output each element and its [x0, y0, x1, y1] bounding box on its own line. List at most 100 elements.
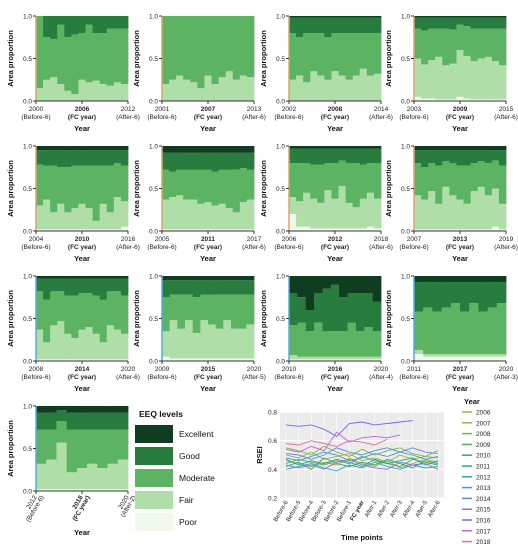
bar-moderate [450, 303, 461, 355]
legend-label-fair: Fair [179, 495, 194, 505]
bar-excellent [64, 276, 72, 279]
bar-good [200, 280, 209, 295]
bar-excellent [177, 276, 186, 281]
bar-fair [364, 356, 374, 360]
bar-poor [339, 359, 348, 361]
bar-poor [57, 359, 65, 361]
rsei-legend-label-2016: 2016 [476, 518, 491, 525]
bar-excellent [359, 146, 368, 149]
bar-fair [120, 201, 129, 227]
x-axis-label: Year [74, 528, 90, 537]
bar-fair [66, 472, 78, 490]
bar-good [97, 412, 108, 430]
bar-poor [435, 229, 443, 231]
bar-fair [183, 199, 191, 230]
bar-fair [223, 320, 232, 359]
bar-moderate [491, 28, 500, 62]
bar-moderate [64, 295, 72, 334]
bar-excellent [421, 146, 429, 151]
bar-moderate [97, 429, 108, 469]
bar-fair [338, 75, 347, 101]
x-tick-period: (FC year) [321, 114, 349, 121]
legend-swatch-moderate [135, 469, 173, 487]
bar-moderate [310, 164, 318, 199]
bar-moderate [442, 28, 450, 66]
x-tick-period: (FC year) [68, 374, 96, 381]
bar-fair [345, 202, 354, 229]
bar-good [176, 152, 184, 170]
bar-good [43, 150, 51, 166]
bar-good [289, 148, 297, 163]
bar-good [496, 281, 507, 304]
bar-excellent [338, 146, 347, 149]
bar-fair [477, 186, 486, 230]
rsei-x-tick-label: After-6 [428, 499, 443, 518]
bar-fair [232, 79, 241, 101]
bar-excellent [238, 276, 247, 281]
bar-fair [303, 192, 311, 227]
bar-moderate [120, 295, 129, 334]
bar-poor [449, 229, 457, 231]
bar-poor [324, 228, 332, 231]
x-tick-period: (After-6) [116, 114, 140, 121]
bar-good [449, 150, 457, 163]
x-tick-year: 2016 [121, 236, 136, 243]
bar-poor [428, 98, 436, 101]
y-tick-label: 1.0 [149, 14, 158, 21]
bar-poor [314, 359, 323, 361]
rsei-series-line-2009 [285, 455, 439, 467]
bar-moderate [498, 165, 507, 204]
y-tick-label: 0.0 [23, 489, 32, 496]
bar-fair [169, 197, 177, 230]
bar-poor [414, 354, 424, 361]
bar-moderate [232, 169, 241, 213]
bar-good [215, 280, 224, 295]
bar-poor [208, 358, 217, 361]
bar-fair [71, 208, 79, 230]
bar-good [78, 16, 86, 33]
legend-swatch-good [135, 447, 173, 465]
bar-good [204, 152, 212, 170]
bar-excellent [43, 146, 51, 151]
bar-poor [204, 229, 212, 231]
bar-fair [215, 328, 224, 359]
bar-poor [498, 229, 507, 231]
bar-moderate [99, 165, 108, 204]
bar-fair [498, 65, 507, 100]
bar-moderate [107, 429, 119, 464]
bar-good [113, 278, 122, 292]
bar-good [364, 293, 374, 327]
bar-fair [352, 207, 361, 229]
bar-good [347, 293, 357, 323]
bar-fair [204, 202, 212, 230]
bar-excellent [78, 276, 86, 279]
bar-excellent [296, 146, 304, 149]
bar-moderate [330, 331, 340, 357]
bar-poor [113, 229, 122, 231]
y-tick-label: 1.0 [23, 144, 32, 151]
bar-fair [239, 75, 248, 101]
bar-moderate [66, 429, 78, 473]
x-tick-year: 2003 [407, 106, 422, 113]
y-tick-label: 1.0 [149, 274, 158, 281]
bar-poor [364, 359, 374, 361]
x-tick-year: 2019 [499, 236, 514, 243]
bar-fair [246, 324, 255, 359]
bar-fair [463, 55, 472, 99]
x-tick-year: 2008 [328, 106, 343, 113]
bar-good [487, 281, 498, 308]
bar-fair [246, 77, 255, 101]
bar-good [197, 152, 205, 170]
bar-fair [113, 82, 122, 101]
bar-excellent [71, 146, 79, 151]
x-tick-period: (Before-6) [21, 114, 50, 121]
bar-excellent [352, 146, 361, 149]
bar-poor [428, 229, 436, 231]
rsei-legend-label-2017: 2017 [476, 528, 491, 535]
bar-poor [92, 359, 101, 361]
bar-good [50, 16, 58, 39]
bar-good [484, 17, 493, 29]
bar-fair [470, 191, 479, 230]
x-tick-year: 2020 [374, 366, 389, 373]
bar-excellent [305, 276, 315, 310]
